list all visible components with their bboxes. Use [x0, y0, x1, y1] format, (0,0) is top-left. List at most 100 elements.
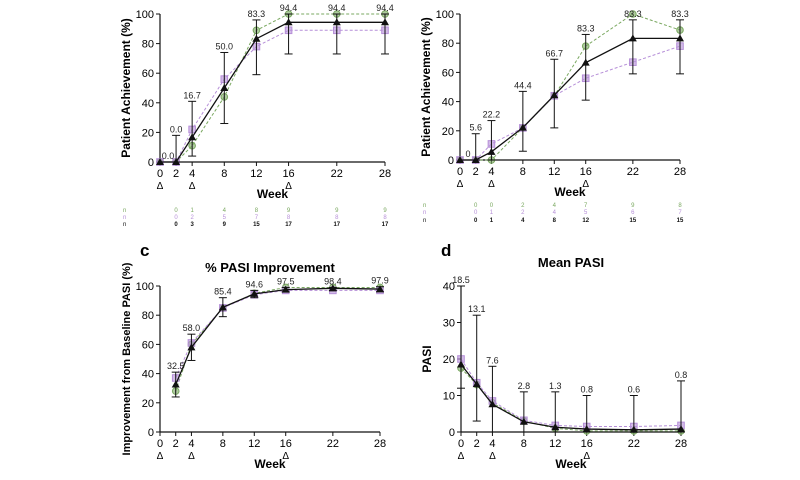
- dosing-marker: Δ: [582, 179, 589, 190]
- y-tick-label: 60: [142, 339, 154, 351]
- n-value: 9: [631, 203, 635, 209]
- y-tick-label: 80: [142, 39, 154, 51]
- n-value: 5: [223, 215, 227, 221]
- dosing-marker: Δ: [188, 451, 195, 462]
- data-point-overall: [519, 417, 528, 425]
- y-tick-label: 60: [442, 67, 454, 79]
- x-tick-label: 28: [379, 168, 391, 180]
- n-value: 17: [285, 222, 292, 228]
- x-tick-label: 2: [474, 438, 480, 450]
- x-tick-label: 12: [250, 168, 262, 180]
- series-line-overall: [160, 21, 385, 163]
- data-point-group1: [629, 10, 637, 18]
- data-label: 0.8: [675, 370, 688, 380]
- n-row-label: n: [423, 203, 426, 209]
- data-point-overall: [281, 285, 290, 293]
- x-tick-label: 28: [675, 438, 687, 450]
- y-tick-label: 0: [148, 157, 154, 169]
- data-point-overall: [172, 158, 181, 165]
- x-tick-label: 12: [248, 438, 260, 450]
- x-tick-label: 8: [520, 166, 526, 178]
- n-value: 0: [474, 210, 478, 216]
- data-label: 0: [465, 149, 470, 159]
- y-tick-label: 100: [436, 9, 454, 21]
- x-tick-label: 4: [489, 438, 495, 450]
- data-point-overall: [488, 400, 497, 408]
- data-label: 7.6: [486, 355, 499, 365]
- n-value: 8: [678, 203, 682, 209]
- dosing-marker: Δ: [189, 181, 196, 192]
- data-point-overall: [187, 343, 196, 351]
- x-tick-label: 12: [549, 438, 561, 450]
- n-row-label: n: [423, 210, 426, 216]
- data-label: 0.6: [628, 385, 641, 395]
- n-value: 0: [174, 208, 178, 214]
- data-label: 1.3: [549, 381, 562, 391]
- data-point-overall: [677, 425, 685, 433]
- chart-title: % PASI Improvement: [205, 260, 335, 275]
- series-line-overall: [460, 37, 680, 161]
- data-label: 83.3: [624, 9, 642, 19]
- dosing-marker: Δ: [285, 181, 292, 192]
- x-tick-label: 4: [189, 168, 195, 180]
- series-line-overall: [175, 287, 381, 385]
- n-value: 1: [190, 208, 194, 214]
- data-label: 83.3: [577, 23, 595, 33]
- y-tick-label: 40: [443, 281, 455, 293]
- series-overall: [457, 285, 685, 433]
- series-line-group2: [175, 289, 380, 379]
- y-tick-label: 40: [442, 97, 454, 109]
- data-label: 97.9: [371, 276, 389, 286]
- x-tick-label: 16: [280, 438, 292, 450]
- n-value: 4: [553, 210, 557, 216]
- data-point-overall: [518, 123, 527, 131]
- data-point-overall: [487, 147, 496, 155]
- x-tick-label: 2: [473, 166, 479, 178]
- n-value: 0: [174, 222, 178, 228]
- x-tick-label: 28: [374, 438, 386, 450]
- n-value: 0: [474, 218, 478, 224]
- y-tick-label: 80: [442, 38, 454, 50]
- series-group2: [456, 42, 684, 164]
- n-value: 6: [631, 210, 635, 216]
- data-point-overall: [171, 380, 180, 388]
- data-label: 16.7: [183, 90, 201, 100]
- dosing-marker: Δ: [583, 451, 590, 462]
- x-tick-label: 0: [457, 166, 463, 178]
- n-value: 17: [333, 222, 340, 228]
- series-overall: [456, 19, 684, 163]
- x-tick-label: 2: [173, 438, 179, 450]
- n-row-label: n: [123, 208, 126, 214]
- data-point-overall: [332, 18, 341, 26]
- y-tick-label: 20: [142, 398, 154, 410]
- y-tick-label: 20: [443, 354, 455, 366]
- data-label: 94.6: [246, 279, 264, 289]
- y-axis-label: Patient Achievement (%): [119, 18, 133, 158]
- y-tick-label: 80: [142, 310, 154, 322]
- chart-title: Mean PASI: [538, 255, 604, 270]
- y-axis-label: PASI: [420, 345, 434, 372]
- series-group1: [171, 283, 384, 395]
- n-value: 9: [223, 222, 227, 228]
- y-tick-label: 30: [443, 318, 455, 330]
- n-value: 1: [490, 218, 494, 224]
- y-tick-label: 100: [136, 9, 154, 21]
- panel-label-d: d: [441, 241, 451, 260]
- n-value: 12: [582, 218, 589, 224]
- x-tick-label: 8: [220, 438, 226, 450]
- x-tick-label: 12: [548, 166, 560, 178]
- n-value: 0: [490, 203, 494, 209]
- data-label: 66.7: [546, 48, 564, 58]
- x-tick-label: 16: [581, 438, 593, 450]
- y-tick-label: 0: [148, 427, 154, 439]
- series-overall: [171, 284, 384, 398]
- data-point-overall: [581, 58, 590, 66]
- data-point-overall: [628, 34, 637, 42]
- n-value: 2: [190, 215, 194, 221]
- n-row-label: n: [123, 222, 126, 228]
- series-overall: [156, 13, 389, 165]
- n-value: 0: [474, 203, 478, 209]
- data-point-overall: [218, 303, 227, 311]
- series-line-group2: [160, 29, 385, 163]
